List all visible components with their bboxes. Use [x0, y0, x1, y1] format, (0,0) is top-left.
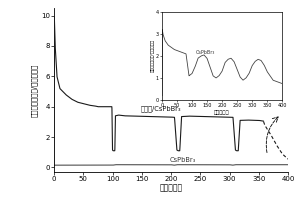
Text: CsPbBr₃: CsPbBr₃	[170, 157, 196, 163]
X-axis label: 时间（秒）: 时间（秒）	[214, 110, 230, 115]
Text: 聚苯胺/CsPbBr₃: 聚苯胺/CsPbBr₃	[141, 105, 181, 112]
X-axis label: 时间（秒）: 时间（秒）	[159, 184, 183, 193]
Y-axis label: 电流密度（微安/立方厘米）: 电流密度（微安/立方厘米）	[32, 63, 38, 117]
Y-axis label: 电流密度（微安/立方厘米）: 电流密度（微安/立方厘米）	[150, 40, 154, 72]
Text: CsPbBr₃: CsPbBr₃	[196, 50, 215, 55]
